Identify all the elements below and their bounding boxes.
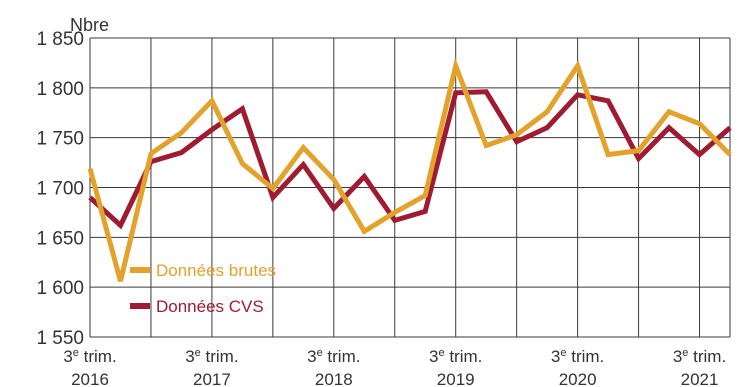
y-tick-label: 1 850 [36,29,84,50]
x-tick-label-year: 2018 [315,370,353,387]
legend: Données brutes Données CVS [130,261,276,316]
grid [89,37,731,338]
x-tick-label: 3e trim. [307,347,360,366]
series-line-donnees-brutes [87,57,732,282]
x-tick-label-year: 2016 [71,370,109,387]
x-tick-label-year: 2019 [437,370,475,387]
legend-item-donnees-cvs: Données CVS [130,297,264,316]
x-tick-label: 3e trim. [429,347,482,366]
y-tick-label: 1 750 [36,129,84,150]
y-tick-label: 1 800 [36,79,84,100]
x-tick-label: 3e trim. [63,347,116,366]
legend-label: Données brutes [156,261,276,280]
x-tick-label-year: 2021 [681,370,719,387]
legend-label: Données CVS [156,297,264,316]
y-axis-label: Nbre [70,15,109,35]
series-line-donnees-cvs [88,89,732,230]
y-tick-label: 1 700 [36,179,84,200]
y-tick-label: 1 550 [36,328,84,349]
x-tick-label-year: 2020 [559,370,597,387]
x-tick-label-year: 2017 [193,370,231,387]
legend-item-donnees-brutes: Données brutes [130,261,276,280]
x-tick-label: 3e trim. [185,347,238,366]
series-lines [87,57,732,282]
x-tick-label: 3e trim. [551,347,604,366]
x-tick-label: 3e trim. [673,347,726,366]
y-tick-label: 1 600 [36,278,84,299]
y-tick-label: 1 650 [36,228,84,249]
